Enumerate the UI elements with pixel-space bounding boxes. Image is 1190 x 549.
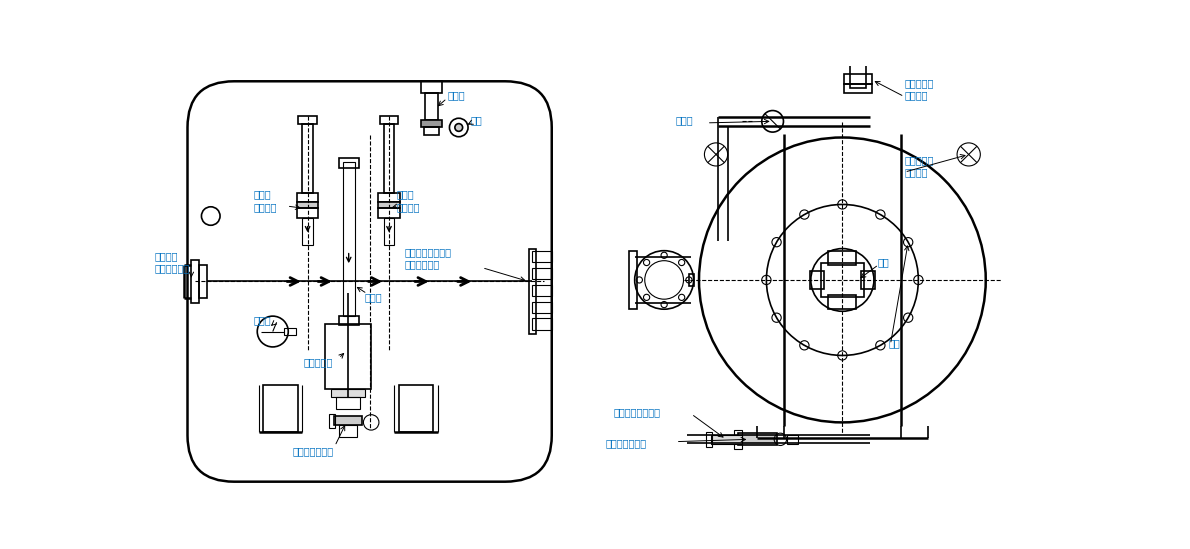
Bar <box>378 193 400 202</box>
Bar <box>850 65 865 88</box>
Bar <box>828 295 857 309</box>
Bar <box>339 316 358 326</box>
Bar <box>192 260 199 303</box>
Bar <box>284 328 296 335</box>
Bar <box>383 217 394 244</box>
Bar <box>325 324 371 389</box>
Bar <box>331 389 365 397</box>
Bar <box>378 208 400 217</box>
Bar <box>844 83 872 93</box>
Bar <box>378 202 400 208</box>
Bar <box>810 271 823 289</box>
Bar <box>383 124 394 193</box>
Bar <box>339 425 357 437</box>
Text: 连接水泵
或报警阀出口: 连接水泵 或报警阀出口 <box>155 251 190 273</box>
Bar <box>421 120 443 127</box>
Bar <box>532 301 552 313</box>
Bar <box>302 124 313 193</box>
Bar <box>337 397 359 408</box>
Bar <box>263 385 298 432</box>
Text: 压力表: 压力表 <box>253 315 271 325</box>
Circle shape <box>455 124 463 131</box>
Text: 连接保护区域管网
或雨淋阀进口: 连接保护区域管网 或雨淋阀进口 <box>405 247 451 270</box>
Bar <box>380 116 399 124</box>
Bar <box>848 34 868 42</box>
Bar <box>343 162 355 316</box>
Text: 人孔: 人孔 <box>889 338 901 348</box>
Bar <box>630 251 637 309</box>
Bar <box>532 284 552 296</box>
Text: 安全阀: 安全阀 <box>447 90 465 100</box>
Bar <box>821 263 864 297</box>
Bar <box>532 251 552 262</box>
Text: 进水阀
（常开）: 进水阀 （常开） <box>253 189 277 212</box>
Bar <box>424 127 439 135</box>
Text: 罐体排气阀
（常闭）: 罐体排气阀 （常闭） <box>904 155 934 177</box>
Bar <box>328 414 334 428</box>
Bar <box>334 416 362 425</box>
Bar <box>787 435 798 444</box>
Bar <box>738 433 777 445</box>
Bar <box>299 116 317 124</box>
Bar <box>339 158 358 167</box>
Bar <box>689 274 694 286</box>
Bar <box>296 208 319 217</box>
Bar <box>532 318 552 330</box>
Bar <box>710 435 741 444</box>
Text: 排液阀（常闭）: 排液阀（常闭） <box>606 438 647 448</box>
Text: 吊耳: 吊耳 <box>470 115 482 125</box>
Text: 胶囊排气阀
（常闭）: 胶囊排气阀 （常闭） <box>904 78 934 100</box>
Bar <box>426 93 438 120</box>
Text: 出液阀
（常开）: 出液阀 （常开） <box>396 189 420 212</box>
Text: 液位计: 液位计 <box>364 292 382 302</box>
Bar <box>296 193 319 202</box>
Bar <box>844 42 872 50</box>
Text: 铭牌: 铭牌 <box>877 257 889 267</box>
Text: 液位计阀（常闭）: 液位计阀（常闭） <box>614 407 660 417</box>
Bar <box>706 432 712 447</box>
Bar <box>199 265 207 299</box>
Text: 止回阀: 止回阀 <box>676 115 694 125</box>
Bar <box>532 267 552 279</box>
Bar <box>844 74 872 83</box>
Bar <box>296 202 319 208</box>
Bar <box>399 385 433 432</box>
Bar <box>828 251 857 265</box>
Bar <box>528 249 537 334</box>
Bar <box>421 81 443 93</box>
Bar <box>862 271 875 289</box>
FancyBboxPatch shape <box>188 81 552 481</box>
Bar <box>734 430 741 449</box>
Text: 排水阀（常闭）: 排水阀（常闭） <box>292 446 333 456</box>
Bar <box>302 217 313 244</box>
Text: 比例混合器: 比例混合器 <box>303 357 333 367</box>
